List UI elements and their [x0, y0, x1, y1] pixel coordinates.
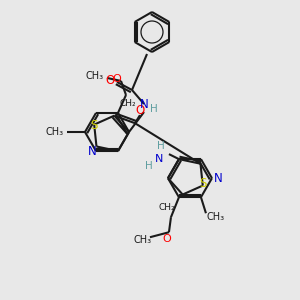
Text: S: S	[199, 177, 206, 190]
Text: O: O	[135, 104, 145, 117]
Text: CH₃: CH₃	[134, 235, 152, 245]
Text: H: H	[145, 161, 153, 171]
Text: N: N	[155, 154, 163, 164]
Text: O: O	[112, 74, 122, 84]
Text: CH₃: CH₃	[46, 127, 64, 137]
Text: S: S	[91, 119, 98, 132]
Text: H: H	[150, 104, 158, 114]
Text: CH₃: CH₃	[207, 212, 225, 222]
Text: N: N	[140, 98, 148, 110]
Text: CH₂: CH₂	[120, 99, 136, 108]
Text: CH₃: CH₃	[86, 71, 104, 81]
Text: O: O	[163, 234, 171, 244]
Text: N: N	[214, 172, 222, 185]
Text: O: O	[105, 74, 115, 86]
Text: CH₂: CH₂	[159, 203, 175, 212]
Text: N: N	[88, 145, 96, 158]
Text: H: H	[157, 141, 165, 151]
